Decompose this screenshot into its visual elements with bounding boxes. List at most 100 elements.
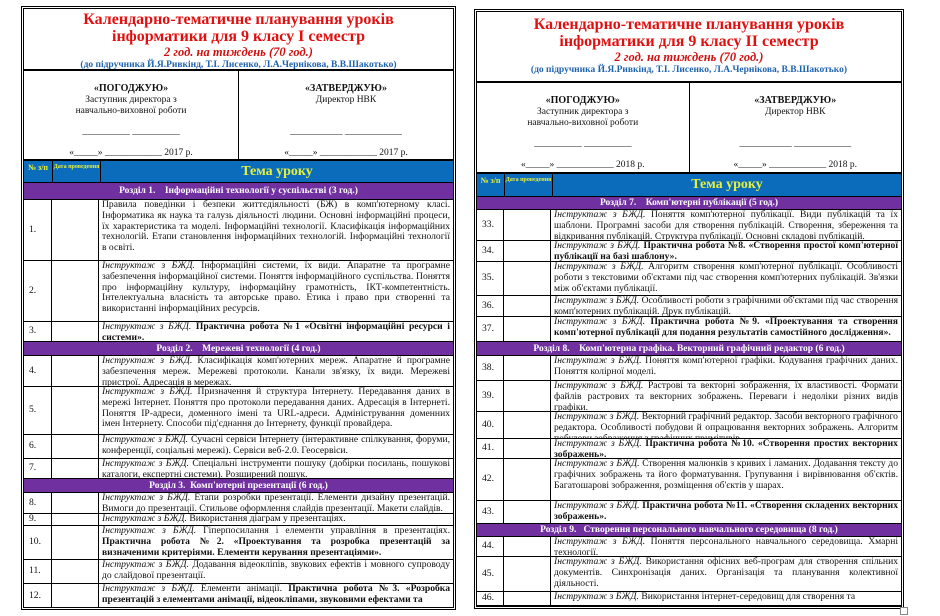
safety-instruction: Інструктаж з БЖД. <box>554 356 642 366</box>
topic-text: Інформаційні системи, їх види. Апаратне … <box>102 261 450 315</box>
safety-instruction: Інструктаж з БЖД. <box>102 526 197 536</box>
lesson-number: 41. <box>477 439 504 458</box>
topic-text: Використання офісних веб-програм для ств… <box>554 557 898 589</box>
page-semester-1: Календарно-тематичне планування уроків і… <box>21 6 456 610</box>
approve-label: «ЗАТВЕРДЖУЮ» <box>305 83 387 94</box>
topic-text: Спеціальні інструменти пошуку (добірки п… <box>102 459 450 478</box>
header-topic: Тема уроку <box>691 177 763 192</box>
topic-text: Векторний графічний редактор. Засоби век… <box>554 412 898 438</box>
lesson-number: 45. <box>477 557 504 591</box>
lesson-number: 38. <box>477 356 504 380</box>
agree-label: «ПОГОДЖУЮ» <box>545 95 620 106</box>
lesson-topic: Інструктаж з БЖД. Спеціальні інструменти… <box>99 459 453 478</box>
lesson-date-cell[interactable] <box>504 537 551 556</box>
table-row: 5. Інструктаж з БЖД. Призначення й струк… <box>24 387 453 435</box>
lesson-date-cell[interactable] <box>52 493 99 513</box>
resize-handle[interactable] <box>900 607 908 615</box>
approve-date-line: «_____» ____________ 2017 р. <box>284 148 408 158</box>
topic-text: Поняття комп'ютерної графіки. Кодування … <box>554 356 898 377</box>
topic-text: Використання діаграм у презентаціях. <box>186 514 346 524</box>
lesson-date-cell[interactable] <box>52 322 99 341</box>
lesson-date-cell[interactable] <box>504 241 551 261</box>
topic-text: Поняття персонального навчального середо… <box>554 537 898 556</box>
lesson-date-cell[interactable] <box>504 262 551 295</box>
lesson-date-cell[interactable] <box>504 592 551 605</box>
lesson-date-cell[interactable] <box>52 435 99 458</box>
agree-role-2: навчально-виховної роботи <box>75 106 187 116</box>
lesson-topic: Інструктаж з БЖД. Призначення й структур… <box>99 387 453 434</box>
section-header: Розділ 1. Інформаційні технології у сусп… <box>24 183 453 200</box>
approve-label: «ЗАТВЕРДЖУЮ» <box>754 95 837 106</box>
lesson-date-cell[interactable] <box>504 381 551 411</box>
lesson-date-cell[interactable] <box>504 356 551 380</box>
lesson-topic: Інструктаж з БЖД. Класифікація комп'ютер… <box>99 356 453 386</box>
practical-work: Практична робота №9. «Проектування та ст… <box>554 317 898 338</box>
lesson-date-cell[interactable] <box>52 514 99 525</box>
safety-instruction: Інструктаж з БЖД. <box>102 459 189 469</box>
safety-instruction: Інструктаж з БЖД. <box>102 584 195 594</box>
title-line-2: інформатики для 9 класу ІІ семестр <box>559 33 819 50</box>
lesson-topic: Інструктаж з БЖД. Растрові та векторні з… <box>551 381 901 411</box>
safety-instruction: Інструктаж з БЖД. <box>554 262 644 272</box>
lesson-topic: Інструктаж з БЖД. Алгоритм створення ком… <box>551 262 901 295</box>
lesson-date-cell[interactable] <box>52 526 99 559</box>
lesson-number: 40. <box>477 412 504 438</box>
safety-instruction: Інструктаж з БЖД. <box>554 537 646 547</box>
lesson-date-cell[interactable] <box>52 387 99 434</box>
lesson-topic: Інструктаж з БЖД. Особливості роботи з г… <box>551 296 901 316</box>
approval-block: «ПОГОДЖУЮ» Заступник директора з навчаль… <box>24 71 453 161</box>
table-header: № з/п Дата проведення Тема уроку <box>477 174 901 197</box>
practical-work: Практична робота №2. «Проектування та ро… <box>102 535 450 558</box>
lesson-date-cell[interactable] <box>52 200 99 260</box>
header-number: № з/п <box>24 161 53 182</box>
table-row: 33. Інструктаж з БЖД. Поняття комп'ютерн… <box>477 210 901 241</box>
agree-block: «ПОГОДЖУЮ» Заступник директора з навчаль… <box>477 83 690 172</box>
lesson-date-cell[interactable] <box>504 501 551 523</box>
table-row: 37. Інструктаж з БЖД. Практична робота №… <box>477 317 901 342</box>
safety-instruction: Інструктаж з БЖД. <box>554 317 646 327</box>
approve-signature-line: ___________ ____________ <box>739 139 852 149</box>
title-line-2: інформатики для 9 класу І семестр <box>112 28 365 45</box>
safety-instruction: Інструктаж з БЖД. <box>554 241 641 251</box>
topic-text: Правила поведінки і безпеки життєдіяльно… <box>102 200 450 254</box>
practical-work: Практична робота №10. «Створення простих… <box>554 439 898 458</box>
table-row: 45. Інструктаж з БЖД. Використання офісн… <box>477 557 901 592</box>
lesson-number: 6. <box>24 435 52 458</box>
lesson-date-cell[interactable] <box>52 560 99 583</box>
lesson-date-cell[interactable] <box>504 412 551 438</box>
header-date: Дата проведення <box>505 174 553 196</box>
lesson-number: 43. <box>477 501 504 523</box>
lesson-date-cell[interactable] <box>52 356 99 386</box>
approve-role: Директор НВК <box>315 95 377 105</box>
approve-role: Директор НВК <box>765 107 826 117</box>
lesson-date-cell[interactable] <box>504 317 551 341</box>
table-row: 1. Правила поведінки і безпеки життєдіял… <box>24 200 453 261</box>
document-title-block: Календарно-тематичне планування уроків і… <box>477 12 901 83</box>
lesson-date-cell[interactable] <box>504 296 551 316</box>
lesson-date-cell[interactable] <box>52 459 99 478</box>
lesson-date-cell[interactable] <box>504 459 551 500</box>
lesson-date-cell[interactable] <box>52 261 99 321</box>
lesson-topic: Інструктаж з БЖД. Використання діаграм у… <box>99 514 453 525</box>
header-date: Дата проведення <box>53 161 101 182</box>
lesson-number: 44. <box>477 537 504 556</box>
lesson-date-cell[interactable] <box>504 210 551 240</box>
lesson-number: 5. <box>24 387 52 434</box>
topic-text: Використання інтернет-середовищ для ство… <box>638 592 856 602</box>
safety-instruction: Інструктаж з БЖД. <box>102 560 189 570</box>
safety-instruction: Інструктаж з БЖД. <box>554 412 640 422</box>
lesson-date-cell[interactable] <box>52 584 99 607</box>
topic-text: Поняття комп'ютерної публікації. Види пу… <box>554 210 898 240</box>
lesson-date-cell[interactable] <box>504 557 551 591</box>
safety-instruction: Інструктаж з БЖД. <box>554 557 642 567</box>
header-number: № з/п <box>477 174 505 196</box>
table-row: 12. Інструктаж з БЖД. Елементи анімації.… <box>24 584 453 607</box>
table-row: 46. Інструктаж з БЖД. Використання інтер… <box>477 592 901 606</box>
table-row: 38. Інструктаж з БЖД. Поняття комп'ютерн… <box>477 356 901 381</box>
lesson-number: 9. <box>24 514 52 525</box>
topic-text: Елементи анімації. <box>194 584 289 594</box>
table-row: 10. Інструктаж з БЖД. Гіперпосилання і е… <box>24 526 453 560</box>
lesson-date-cell[interactable] <box>504 439 551 458</box>
table-row: 11. Інструктаж з БЖД. Додавання відеоклі… <box>24 560 453 584</box>
table-row: 3. Інструктаж з БЖД. Практична робота №1… <box>24 322 453 342</box>
